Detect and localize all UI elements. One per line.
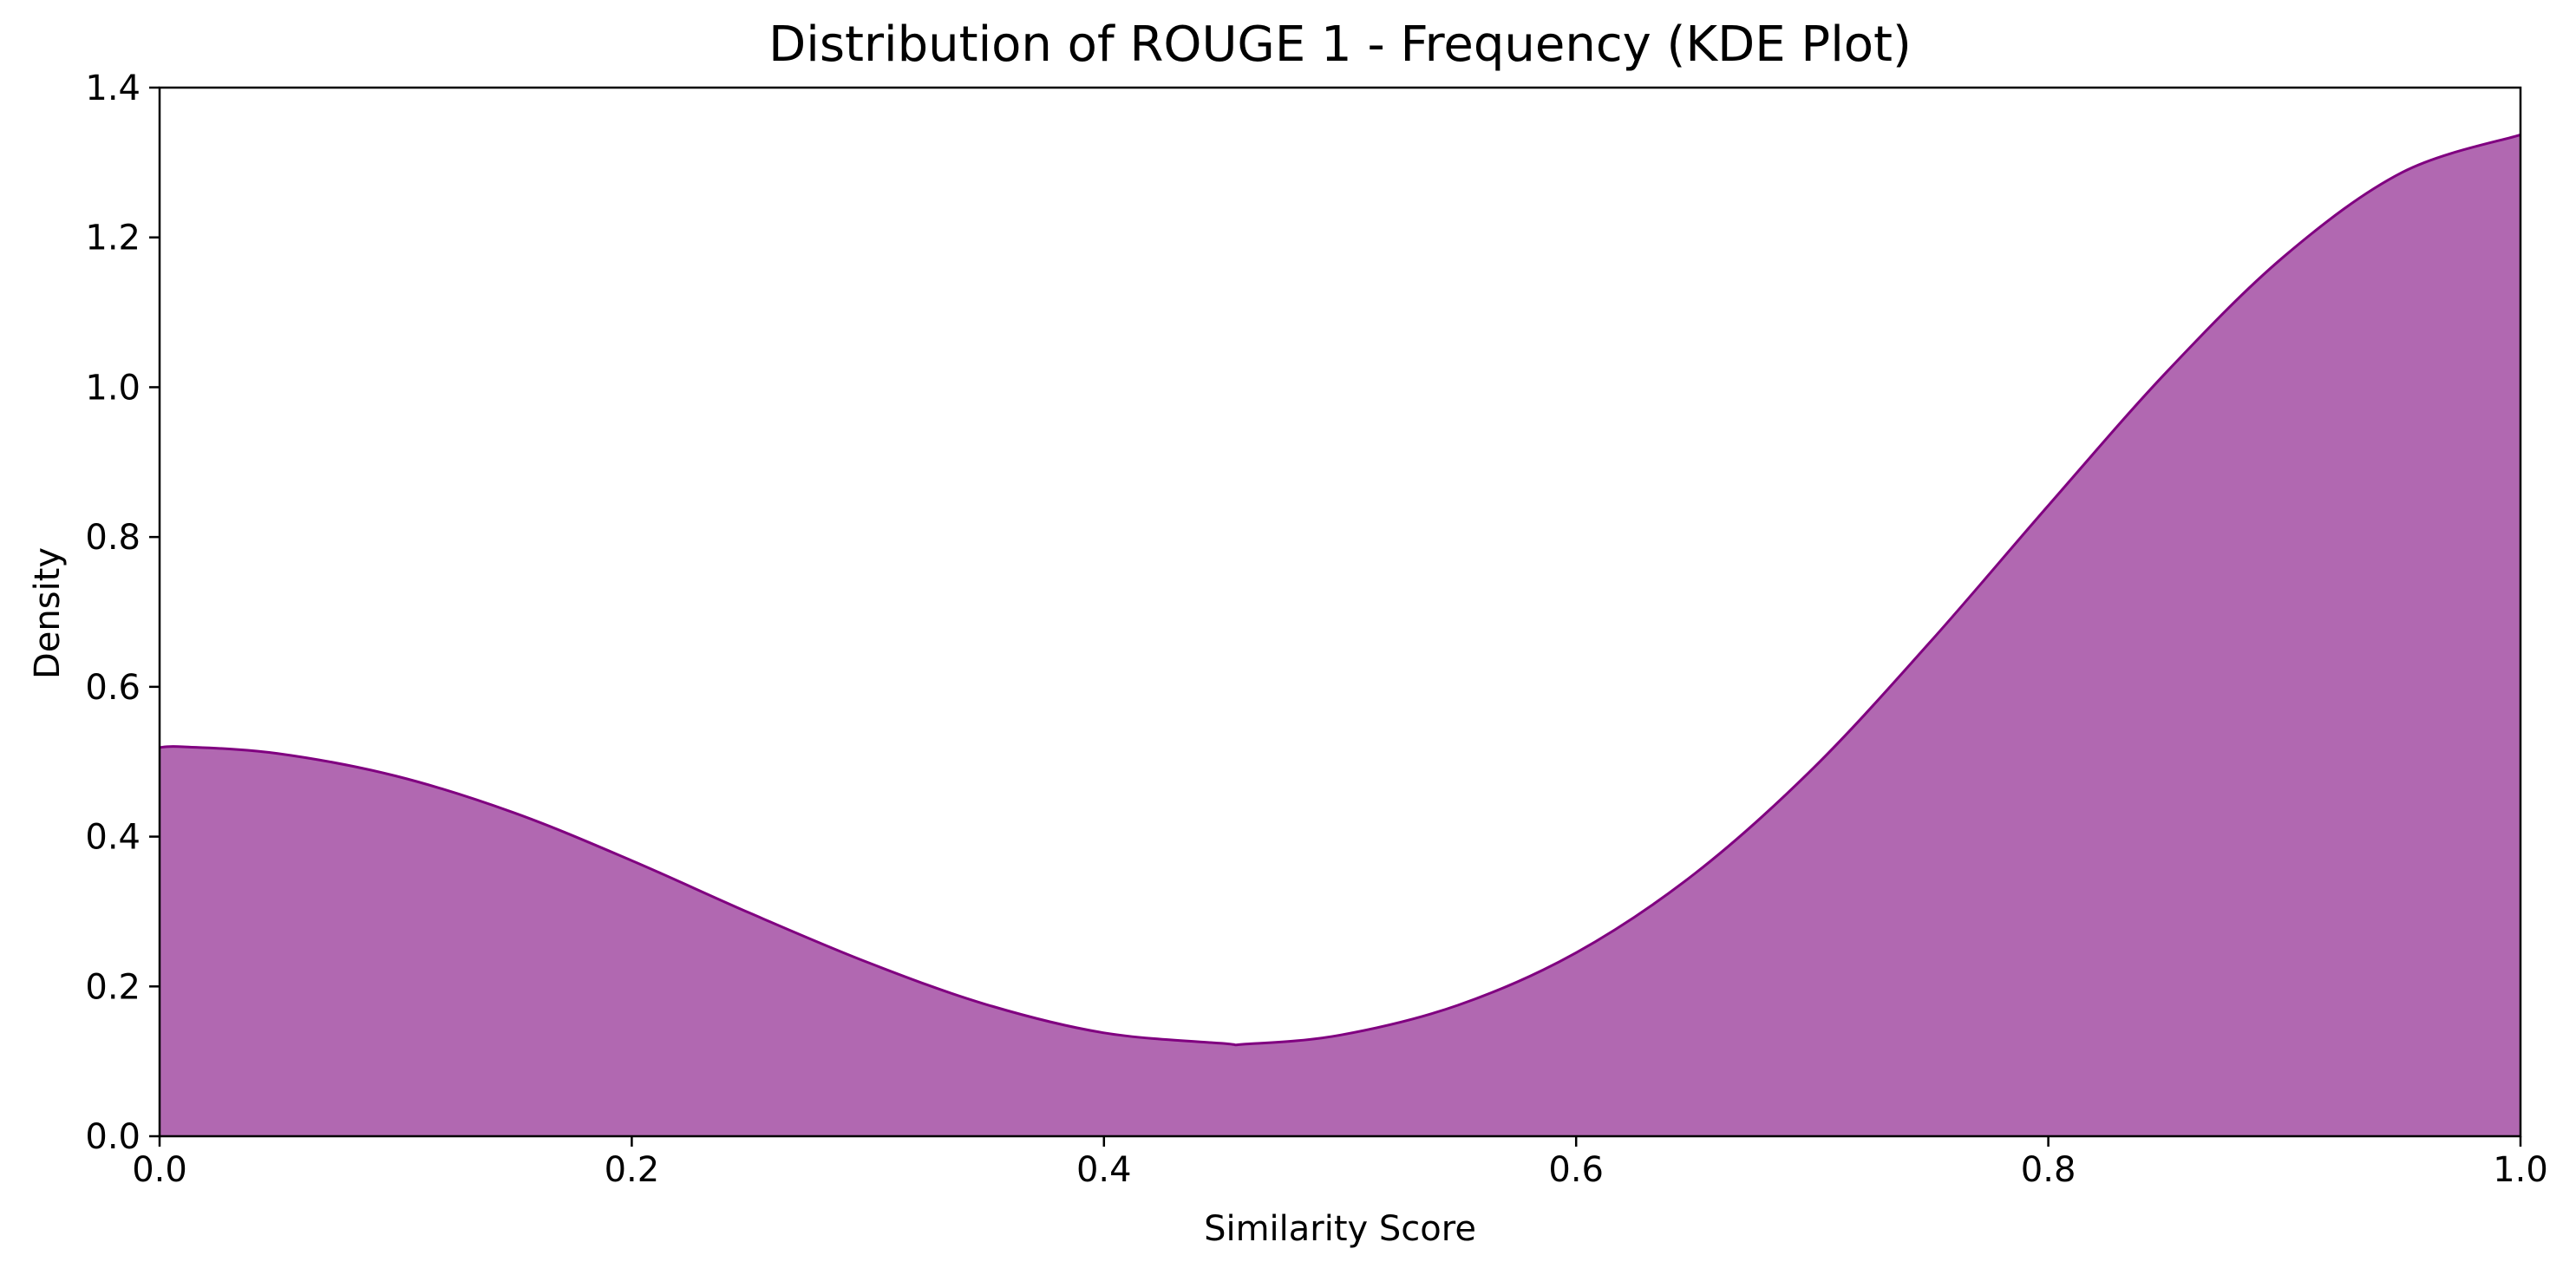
- x-tick-label: 0.4: [1076, 1150, 1132, 1190]
- kde-area-fill: [160, 134, 2520, 1136]
- plot-area: [159, 133, 2521, 1136]
- y-tick-label: 0.6: [85, 668, 141, 708]
- y-axis-label: Density: [28, 547, 68, 679]
- x-tick-label: 0.8: [2021, 1150, 2076, 1190]
- chart-title: Distribution of ROUGE 1 - Frequency (KDE…: [768, 16, 1912, 73]
- y-tick-label: 1.4: [85, 69, 141, 108]
- y-tick-label: 0.8: [85, 518, 141, 558]
- x-tick-label: 0.6: [1548, 1150, 1604, 1190]
- y-tick-label: 0.2: [85, 967, 141, 1007]
- x-axis-label: Similarity Score: [1204, 1209, 1476, 1249]
- x-tick-label: 0.0: [132, 1150, 187, 1190]
- y-tick-label: 1.0: [85, 368, 141, 408]
- kde-line: [159, 133, 2521, 1047]
- plot-frame: [158, 86, 2522, 1138]
- x-tick-label: 1.0: [2493, 1150, 2548, 1190]
- x-tick-label: 0.2: [605, 1150, 660, 1190]
- axes: 0.0 0.2 0.4 0.6 0.8 1.0 0.0 0.2 0.4 0.6 0.8 1.0 1.2 1…: [85, 69, 2547, 1190]
- y-tick-label: 0.4: [85, 818, 141, 858]
- y-tick-label: 0.0: [85, 1117, 141, 1157]
- y-tick-label: 1.2: [85, 219, 141, 258]
